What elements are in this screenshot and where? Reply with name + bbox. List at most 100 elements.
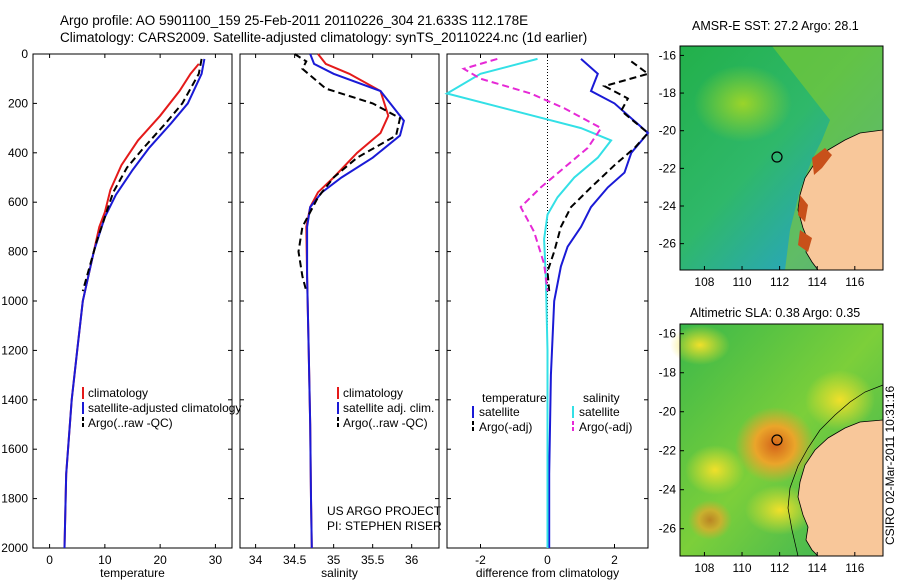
series-line (548, 58, 650, 548)
x-axis-label: temperature (100, 566, 165, 580)
timestamp-stamp: CSIRO 02-Mar-2011 10:31:16 (883, 385, 897, 545)
sla-coast-line (787, 384, 884, 557)
sla-yellow-4 (745, 485, 815, 535)
project-annotation: US ARGO PROJECT (327, 504, 442, 518)
sst-argo-marker (771, 151, 783, 163)
map-y-tick-label: -26 (659, 237, 677, 251)
panel-frame (32, 53, 233, 549)
series-line (63, 58, 206, 549)
y-tick-label: 400 (8, 146, 28, 160)
x-tick-label: -2 (475, 553, 486, 567)
sla-frame (679, 323, 884, 557)
map-y-tick-label: -24 (659, 199, 677, 213)
sla-hot-2 (688, 500, 732, 540)
x-tick-label: 34 (249, 553, 263, 567)
map-y-tick-label: -20 (659, 124, 677, 138)
map-y-tick-label: -22 (659, 444, 677, 458)
map-y-tick-label: -18 (659, 86, 677, 100)
sst-map-title: AMSR-E SST: 27.2 Argo: 28.1 (692, 19, 859, 33)
map-y-tick-label: -20 (659, 405, 677, 419)
map-x-tick-label: 112 (770, 275, 789, 289)
map-x-tick-label: 112 (770, 561, 789, 575)
x-tick-label: 36 (405, 553, 419, 567)
sst-map (679, 45, 884, 271)
legend-header: salinity (583, 391, 620, 405)
y-tick-label: 2000 (1, 541, 28, 555)
legend-entry: satellite (579, 405, 620, 419)
map-x-tick-label: 116 (845, 561, 864, 575)
map-x-tick-label: 114 (808, 275, 827, 289)
sla-yellow-2 (805, 370, 875, 430)
y-tick-label: 800 (8, 245, 28, 259)
legend-entry: climatology (343, 386, 403, 400)
map-x-tick-label: 116 (845, 275, 864, 289)
x-tick-label: 0 (544, 553, 551, 567)
series-line (81, 58, 203, 292)
y-tick-label: 1800 (1, 492, 28, 506)
header-line-2: Climatology: CARS2009. Satellite-adjuste… (60, 30, 587, 45)
sla-yellow-1 (670, 325, 730, 365)
x-axis-label: salinity (321, 566, 358, 580)
series-line (444, 57, 613, 548)
series-line (294, 53, 402, 292)
legend-header: temperature (482, 391, 547, 405)
y-tick-label: 200 (8, 96, 28, 110)
x-tick-label: 2 (611, 553, 618, 567)
y-tick-label: 0 (21, 47, 28, 61)
sla-land (797, 419, 884, 557)
legend-entry: Argo(-adj) (579, 420, 632, 434)
map-x-tick-label: 110 (732, 275, 751, 289)
map-y-tick-label: -16 (659, 48, 677, 62)
series-line (461, 57, 603, 292)
series-line (305, 53, 390, 549)
legend-entry: climatology (88, 386, 148, 400)
x-tick-label: 35.5 (361, 553, 385, 567)
x-tick-label: 20 (153, 553, 167, 567)
legend-entry: satellite (479, 405, 520, 419)
sla-map-title: Altimetric SLA: 0.38 Argo: 0.35 (690, 306, 860, 320)
sst-frame (679, 45, 884, 271)
x-tick-label: 30 (209, 553, 223, 567)
map-x-tick-label: 108 (694, 275, 714, 289)
map-x-tick-label: 108 (694, 561, 714, 575)
temperature-panel: 0 10 20 30 0 200 400 600 800 1000 1200 1400 1600 1800… (1, 47, 241, 580)
header-line-1: Argo profile: AO 5901100_159 25-Feb-2011… (60, 13, 528, 28)
legend-entry: Argo(-adj) (479, 420, 532, 434)
salinity-panel: 34 34.5 35 35.5 36 salinity climatologysatelli… (239, 53, 442, 580)
y-tick-label: 1200 (1, 343, 28, 357)
pi-annotation: PI: STEPHEN RISER (327, 519, 442, 533)
legend-entry: satellite adj. clim. (343, 401, 434, 415)
y-tick-label: 1400 (1, 393, 28, 407)
x-tick-label: 35 (327, 553, 341, 567)
map-y-tick-label: -22 (659, 161, 677, 175)
x-axis-label: difference from climatology (476, 566, 619, 580)
sst-map-axes: 108 110 112 114 116 -16 -18 -20 -22 -24 -26 (659, 48, 865, 289)
map-y-tick-label: -26 (659, 522, 677, 536)
x-tick-label: 10 (98, 553, 112, 567)
x-tick-label: 34.5 (283, 553, 307, 567)
map-x-tick-label: 114 (808, 561, 827, 575)
y-tick-label: 1600 (1, 442, 28, 456)
sst-coast-warm (798, 148, 832, 252)
series-line (546, 60, 651, 292)
sst-warm-patch (680, 65, 820, 175)
x-tick-label: 0 (46, 553, 53, 567)
legend-entry: satellite-adjusted climatology (88, 401, 241, 415)
series-line (63, 63, 200, 549)
series-line (306, 53, 405, 549)
map-x-tick-label: 110 (732, 561, 751, 575)
panel-frame (239, 53, 440, 549)
map-y-tick-label: -18 (659, 366, 677, 380)
map-y-tick-label: -24 (659, 483, 677, 497)
sla-map-axes: 108 110 112 114 116 -16 -18 -20 -22 -24 -26 (659, 327, 865, 575)
sla-map (670, 323, 884, 557)
sla-argo-marker (771, 434, 783, 446)
legend-entry: Argo(..raw -QC) (343, 416, 428, 430)
map-y-tick-label: -16 (659, 327, 677, 341)
y-tick-label: 1000 (1, 294, 28, 308)
legend-entry: Argo(..raw -QC) (88, 416, 173, 430)
y-tick-label: 600 (8, 195, 28, 209)
sla-yellow-3 (685, 445, 745, 495)
